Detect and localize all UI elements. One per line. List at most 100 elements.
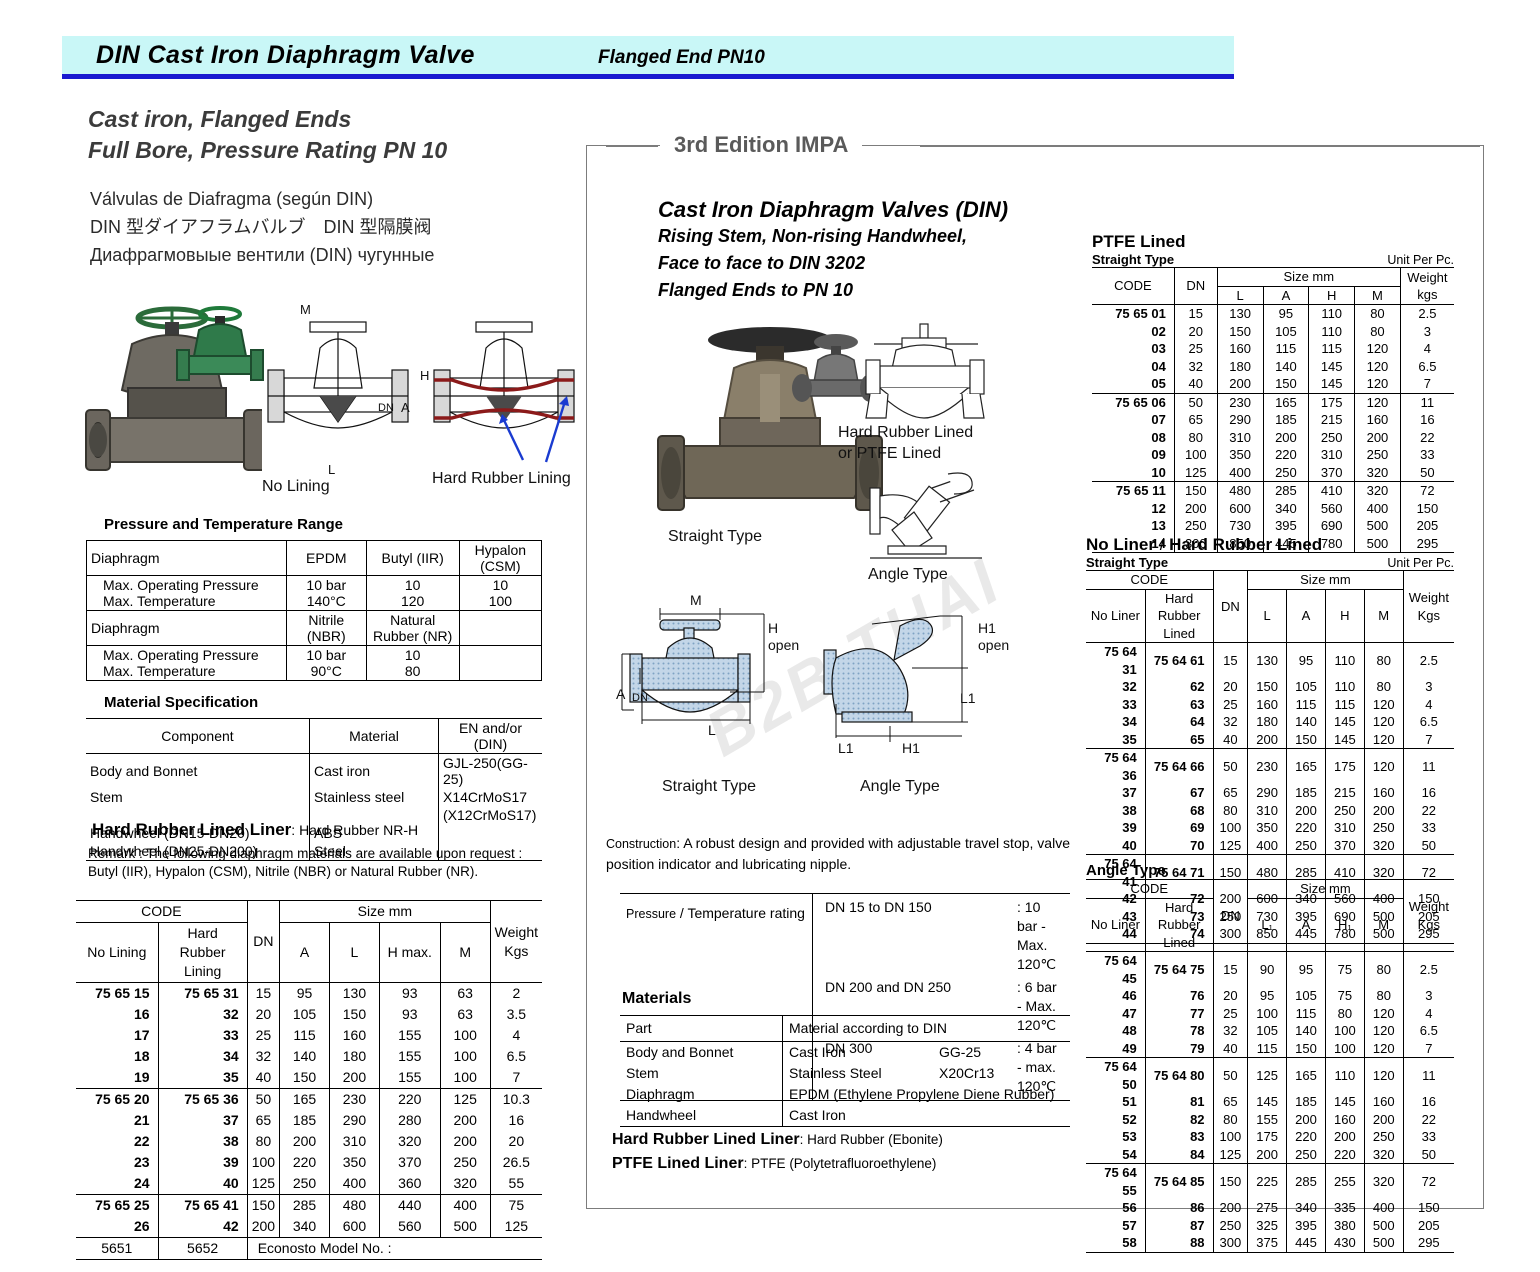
table-cell: 200	[1354, 428, 1401, 446]
pressure-rating-dn: DN 15 to DN 150	[825, 899, 932, 915]
table-cell: 320	[1364, 1145, 1404, 1164]
table-cell: 80	[1364, 951, 1404, 987]
table-cell: 14	[1092, 534, 1175, 553]
table-row: 53 83 100 175 220 200 250 33	[1086, 1128, 1454, 1146]
table-cell: 07	[1092, 411, 1175, 429]
table-cell: 40	[1213, 1039, 1249, 1058]
main-header-dn: DN	[247, 900, 281, 983]
table-cell: 22	[1421, 1111, 1437, 1127]
table-cell: 40	[1174, 375, 1218, 393]
dim-label-dn-center: DN	[632, 692, 648, 704]
main-table-cell: 26.5	[502, 1154, 530, 1170]
table-cell: 115	[1286, 1004, 1326, 1022]
main-table-cell: 200	[440, 1131, 491, 1152]
pressure-temp-value: Nitrile (NBR)	[285, 610, 367, 646]
ptfe-title: PTFE Lined	[1092, 232, 1186, 251]
main-header-hard-rubber: Hard Rubber Lining	[158, 922, 248, 983]
table-cell: 70	[1145, 836, 1214, 855]
pressure-temp-value: Natural Rubber (NR)	[365, 610, 460, 646]
main-table-cell: 480	[329, 1194, 380, 1216]
table-cell: 51	[1086, 1093, 1146, 1111]
table-cell: 205	[1417, 1217, 1440, 1233]
main-table-cell: 180	[329, 1046, 380, 1067]
pressure-temp-value	[458, 645, 543, 681]
hard-rubber-liner-value: : Hard Rubber NR-H	[291, 822, 419, 838]
table-row: 75 64 36 75 64 66 50 230 165 175 120 11	[1086, 748, 1454, 784]
main-table-cell: 20	[247, 1004, 281, 1025]
table-cell: 37	[1086, 784, 1146, 802]
main-table-cell: 95	[279, 982, 330, 1004]
dim-label-l-center: L	[708, 722, 716, 738]
table-cell: 80	[1213, 801, 1249, 819]
table-row: 49 79 40 115 150 100 120 7	[1086, 1039, 1454, 1058]
table-cell: 395	[1286, 1216, 1326, 1234]
table-cell: 500	[1364, 1234, 1404, 1253]
table-cell: 115	[1308, 340, 1356, 358]
table-cell: 175	[1247, 1128, 1288, 1146]
main-header-weight: Weight Kgs	[490, 900, 542, 983]
table-cell: 50	[1174, 392, 1218, 411]
page-subtitle: Flanged End PN10	[598, 47, 765, 68]
table-cell: 175	[1325, 748, 1365, 784]
material-spec-cell	[438, 842, 542, 861]
table-cell: 65	[1174, 411, 1218, 429]
header-code: CODE	[1092, 267, 1175, 305]
table-cell: 120	[1354, 375, 1401, 393]
table-cell: 185	[1286, 1093, 1326, 1111]
table-cell: 3	[1425, 679, 1433, 694]
table-row: 40 70 125 400 250 370 320 50	[1086, 836, 1454, 855]
table-cell: 35	[1086, 730, 1146, 749]
table-cell: 150	[1286, 730, 1326, 749]
main-table-cell: 155	[379, 1025, 441, 1046]
table-cell: 33	[1420, 447, 1435, 462]
table-cell: 155	[1247, 1110, 1288, 1128]
table-row: 13 250 730 395 690 500 205	[1092, 517, 1454, 535]
construction-label: Construction	[606, 837, 677, 851]
table-cell: 110	[1325, 642, 1365, 678]
table-cell: 10	[1092, 463, 1175, 482]
table-cell: 410	[1308, 481, 1356, 500]
table-header-row: CODE DN Size mm Weight kgs	[1092, 267, 1454, 305]
material-spec-cell: X14CrMoS17	[443, 789, 528, 805]
table-cell: 68	[1145, 801, 1214, 819]
main-table-cell: 75	[490, 1194, 542, 1216]
noliner-title-sep: /	[1159, 535, 1165, 554]
table-cell: 63	[1145, 695, 1214, 713]
materials-material-name: Stainless Steel	[789, 1065, 882, 1081]
main-table-cell: 250	[440, 1152, 491, 1173]
table-cell: 110	[1308, 322, 1356, 340]
material-spec-cell: Stainless steel	[309, 788, 439, 806]
table-row: 75 64 45 75 64 75 15 90 95 75 80 2.5	[1086, 951, 1454, 987]
table-cell: 145	[1325, 1093, 1365, 1111]
material-spec-cell: Handwheel (DN15-DN20)	[86, 824, 310, 842]
main-table-row: 24 40 125 250 400 360 320 55	[76, 1173, 542, 1195]
table-cell: 04	[1092, 357, 1175, 375]
main-header-size-col: A	[279, 922, 330, 983]
header-dn: DN	[1213, 570, 1249, 643]
table-cell: 125	[1174, 463, 1218, 482]
table-cell: 13	[1092, 517, 1175, 535]
table-cell: 325	[1247, 1216, 1288, 1234]
materials-table: Part Material according to DIN Body and B…	[620, 1015, 1070, 1127]
table-cell: 165	[1263, 392, 1310, 411]
pressure-temp-label: Max. Operating Pressure Max. Temperature	[86, 645, 287, 681]
table-row: 52 82 80 155 200 160 200 22	[1086, 1110, 1454, 1128]
materials-material: Cast Iron	[782, 1105, 1070, 1127]
table-cell: 250	[1354, 446, 1401, 464]
table-cell: 75 64 45	[1086, 951, 1146, 987]
main-table-cell: 40	[247, 1067, 281, 1089]
main-table-cell: 200	[247, 1216, 281, 1238]
main-table-cell: 125	[440, 1088, 491, 1110]
table-cell: 110	[1308, 304, 1356, 323]
header-weight: Weight kgs	[1400, 267, 1454, 305]
main-table-cell: 42	[158, 1216, 248, 1238]
material-spec-header: EN and/or (DIN)	[458, 720, 523, 752]
table-cell: 300	[1213, 1234, 1249, 1253]
table-cell: 215	[1325, 784, 1365, 802]
table-cell: 80	[1364, 987, 1404, 1005]
materials-material: Cast Iron GG-25	[783, 1042, 1071, 1064]
table-cell: 180	[1217, 357, 1264, 375]
header-size: Size mm	[1247, 570, 1404, 590]
main-table-cell: 320	[379, 1131, 441, 1152]
